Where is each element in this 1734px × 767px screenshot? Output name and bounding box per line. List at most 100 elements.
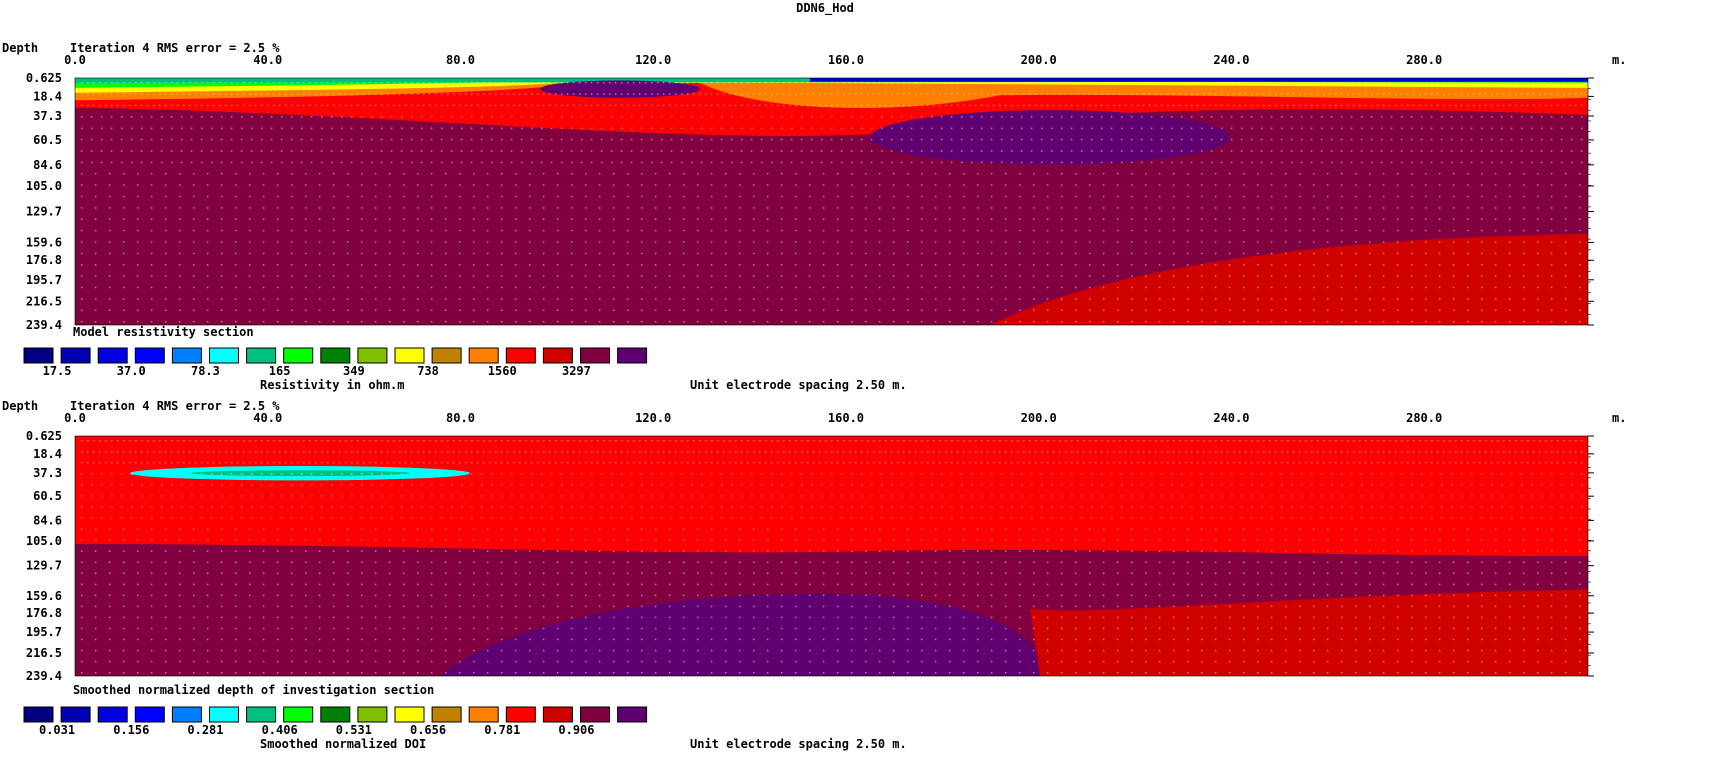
x-tick-label: 80.0 <box>446 53 475 67</box>
color-scale-label: 738 <box>417 364 439 378</box>
color-scale-label: 0.156 <box>113 723 149 737</box>
section-label: Smoothed normalized depth of investigati… <box>73 683 434 697</box>
section-image <box>75 78 1588 325</box>
color-scale-swatch <box>246 706 277 723</box>
shallow-teal-zone <box>190 470 410 477</box>
depth-tick-label: 159.6 <box>26 235 62 249</box>
color-scale-swatch <box>617 706 648 723</box>
color-scale-swatch <box>617 347 648 364</box>
color-scale-swatch <box>580 347 610 364</box>
color-scale-label: 0.031 <box>39 723 75 737</box>
depth-tick-label: 239.4 <box>26 318 62 332</box>
color-scale-swatch <box>320 706 351 723</box>
color-scale-swatch <box>134 347 165 364</box>
color-scale-swatch <box>542 347 573 364</box>
depth-tick-label: 84.6 <box>33 158 62 172</box>
color-scale-swatch <box>97 347 128 364</box>
x-tick-label: 280.0 <box>1406 411 1442 425</box>
color-scale-label: 0.531 <box>336 723 372 737</box>
depth-tick-label: 18.4 <box>33 89 62 103</box>
resistivity-panel: Depth Iteration 4 RMS error = 2.5 %0.0 40.… <box>2 41 1626 392</box>
electrode-spacing-note: Unit electrode spacing 2.50 m. <box>690 737 907 751</box>
color-scale-swatch <box>209 706 239 723</box>
color-scale-swatch <box>171 347 202 364</box>
depth-tick-label: 159.6 <box>26 589 62 603</box>
deep-purple-zone <box>870 110 1230 165</box>
color-scale-swatch <box>394 706 425 723</box>
depth-tick-label: 129.7 <box>26 559 62 573</box>
depth-tick-label: 37.3 <box>33 466 62 480</box>
x-tick-label: 240.0 <box>1213 53 1249 67</box>
color-scale-swatch <box>320 347 351 364</box>
color-scale-swatch <box>60 347 91 364</box>
deep-purple-zone <box>440 593 1050 676</box>
depth-tick-label: 216.5 <box>26 646 62 660</box>
depth-header: Depth <box>2 41 38 55</box>
color-scale-swatch <box>580 706 610 723</box>
x-unit-label: m. <box>1612 53 1626 67</box>
color-scale-label: 0.781 <box>484 723 520 737</box>
color-scale-label: 3297 <box>562 364 591 378</box>
color-scale-swatch <box>283 706 314 723</box>
depth-header: Depth <box>2 399 38 413</box>
color-scale-label: 0.281 <box>187 723 223 737</box>
color-scale-label: 1560 <box>488 364 517 378</box>
color-scale-swatch <box>468 347 499 364</box>
plot-frame <box>74 77 1589 326</box>
color-scale-swatch <box>357 706 388 723</box>
doi-panel: Depth Iteration 4 RMS error = 2.5 %0.0 40.… <box>2 399 1626 751</box>
x-tick-label: 200.0 <box>1021 411 1057 425</box>
color-scale-label: 37.0 <box>117 364 146 378</box>
color-scale-swatch <box>357 347 388 364</box>
color-scale-label: 0.406 <box>262 723 298 737</box>
color-scale-label: 165 <box>269 364 291 378</box>
x-tick-label: 280.0 <box>1406 53 1442 67</box>
x-tick-label: 0.0 <box>64 411 86 425</box>
x-tick-label: 40.0 <box>253 411 282 425</box>
depth-tick-label: 195.7 <box>26 625 62 639</box>
depth-tick-label: 0.625 <box>26 429 62 443</box>
color-scale-swatch <box>431 347 462 364</box>
color-scale-swatch <box>431 706 462 723</box>
depth-tick-label: 18.4 <box>33 447 62 461</box>
depth-tick-label: 60.5 <box>33 489 62 503</box>
depth-tick-label: 176.8 <box>26 253 62 267</box>
depth-tick-label: 195.7 <box>26 273 62 287</box>
color-scale-swatch <box>60 706 91 723</box>
color-scale-title: Smoothed normalized DOI <box>260 737 426 751</box>
figure-title: DDN6_Hod <box>796 1 854 16</box>
depth-tick-label: 176.8 <box>26 606 62 620</box>
depth-tick-label: 84.6 <box>33 513 62 527</box>
iteration-header: Iteration 4 RMS error = 2.5 % <box>70 41 280 55</box>
x-tick-label: 80.0 <box>446 411 475 425</box>
color-scale-swatch <box>171 706 202 723</box>
depth-tick-label: 129.7 <box>26 205 62 219</box>
color-scale-label: 78.3 <box>191 364 220 378</box>
x-tick-label: 120.0 <box>635 411 671 425</box>
color-scale-swatch <box>23 706 54 723</box>
color-scale-label: 0.656 <box>410 723 446 737</box>
color-scale-swatch <box>283 347 314 364</box>
color-scale-swatch <box>209 347 239 364</box>
x-tick-label: 160.0 <box>828 411 864 425</box>
depth-tick-label: 105.0 <box>26 179 62 193</box>
color-scale-title: Resistivity in ohm.m <box>260 378 405 392</box>
color-scale-swatch <box>23 347 54 364</box>
color-scale-label: 17.5 <box>43 364 72 378</box>
section-label: Model resistivity section <box>73 325 254 339</box>
depth-tick-label: 105.0 <box>26 534 62 548</box>
x-tick-label: 160.0 <box>828 53 864 67</box>
color-scale-swatch <box>134 706 165 723</box>
band-blue <box>810 78 1588 82</box>
depth-tick-label: 239.4 <box>26 669 62 683</box>
color-scale-swatch <box>246 347 277 364</box>
depth-tick-label: 60.5 <box>33 133 62 147</box>
x-tick-label: 200.0 <box>1021 53 1057 67</box>
depth-tick-label: 37.3 <box>33 109 62 123</box>
color-scale-label: 349 <box>343 364 365 378</box>
color-scale-label: 0.906 <box>558 723 594 737</box>
x-tick-label: 40.0 <box>253 53 282 67</box>
x-tick-label: 240.0 <box>1213 411 1249 425</box>
color-scale-swatch <box>468 706 499 723</box>
